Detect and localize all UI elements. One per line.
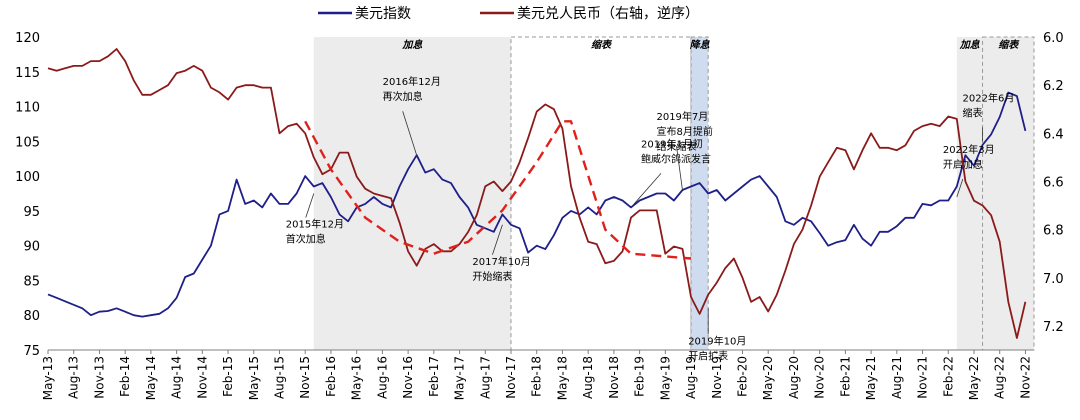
x-tick-6: Nov-14	[195, 356, 209, 399]
period-bands: 加息 缩表 降息 加息 缩表	[313, 36, 1035, 351]
y-right-tick-3: 6.6	[1043, 175, 1064, 190]
y-left-tick-9: 120	[15, 31, 40, 46]
x-tick-36: May-22	[967, 356, 981, 400]
x-tick-10: Nov-15	[298, 356, 312, 399]
x-tick-34: Nov-21	[916, 356, 930, 399]
x-tick-8: May-15	[247, 356, 261, 400]
annotation-pointer-a4	[630, 173, 662, 208]
legend-label-usd-cny: 美元兑人民币（右轴，逆序）	[517, 6, 699, 22]
x-tick-4: May-14	[144, 356, 158, 400]
annotation-a1-line-2: 首次加息	[286, 233, 326, 246]
y-left-tick-6: 105	[15, 135, 40, 150]
annotation-a4-line-2: 鲍威尔鸽派发言	[641, 152, 711, 165]
x-tick-38: Nov-22	[1018, 356, 1032, 399]
annotation-a8-line-1: 2022年6月	[963, 91, 1015, 104]
x-tick-35: Feb-22	[941, 356, 955, 397]
series-lines	[47, 48, 1027, 339]
usd-cny-line	[47, 48, 1027, 339]
trend-line	[304, 120, 692, 260]
y-left-tick-1: 80	[23, 309, 40, 324]
annotation-pointer-a5	[676, 145, 683, 191]
usd-index-line	[47, 91, 1027, 318]
annotation-pointer-a2	[402, 111, 418, 156]
x-tick-30: Nov-20	[813, 356, 827, 399]
y-right-tick-1: 6.2	[1043, 79, 1064, 94]
legend-label-usd-index: 美元指数	[355, 6, 411, 22]
y-left-tick-8: 115	[15, 66, 40, 81]
annotation-a8-line-2: 缩表	[963, 106, 983, 119]
x-tick-2: Nov-13	[92, 356, 106, 399]
y-right-tick-6: 7.2	[1043, 320, 1064, 335]
annotation-a3-line-2: 开始缩表	[472, 270, 512, 283]
annotation-a5-line-2: 宣布8月提前	[656, 125, 712, 138]
x-tick-19: Feb-18	[530, 356, 544, 397]
x-tick-15: Feb-17	[427, 356, 441, 397]
x-tick-25: Aug-19	[684, 356, 698, 399]
y-left-tick-5: 100	[15, 170, 40, 185]
annotation-pointer-a1	[305, 193, 315, 218]
band-label-1: 加息	[401, 39, 423, 51]
y-left-tick-4: 95	[23, 205, 40, 220]
x-tick-7: Feb-15	[221, 356, 235, 397]
x-tick-20: May-18	[555, 356, 569, 400]
annotation-a2-line-1: 2016年12月	[383, 75, 441, 88]
x-tick-23: Feb-19	[633, 356, 647, 397]
band-label-5: 缩表	[998, 39, 1020, 51]
x-tick-1: Aug-13	[67, 356, 81, 399]
x-tick-14: Nov-16	[401, 356, 415, 399]
x-tick-11: Feb-16	[324, 356, 338, 397]
annotation-pointer-a3	[492, 224, 503, 255]
x-tick-31: Feb-21	[838, 356, 852, 397]
x-tick-32: May-21	[864, 356, 878, 400]
annotation-a3-line-1: 2017年10月	[472, 255, 530, 268]
x-tick-26: Nov-19	[710, 356, 724, 399]
x-tick-37: Aug-22	[993, 356, 1007, 399]
annotation-a6-line-1: 2019年10月	[688, 334, 746, 347]
annotation-a7-line-2: 开启加息	[943, 158, 983, 171]
annotation-a4-line-1: 2019年1月初	[641, 137, 703, 150]
x-tick-21: Aug-18	[581, 356, 595, 399]
y-left-tick-2: 85	[23, 274, 40, 289]
x-tick-3: Feb-14	[118, 356, 132, 397]
y-right-tick-4: 6.8	[1043, 224, 1064, 239]
x-tick-16: May-17	[453, 356, 467, 400]
x-tick-33: Aug-21	[890, 356, 904, 399]
x-tick-29: Aug-20	[787, 356, 801, 399]
annotation-a6-line-2: 开启扩表	[688, 349, 728, 362]
x-tick-0: May-13	[41, 356, 55, 400]
x-tick-28: May-20	[761, 356, 775, 400]
annotation-a5-line-1: 2019年7月	[656, 110, 708, 123]
band-4	[956, 37, 983, 350]
x-tick-9: Aug-15	[272, 356, 286, 399]
y-left-tick-0: 75	[23, 344, 40, 359]
x-tick-13: Aug-16	[375, 356, 389, 399]
annotation-a2-line-2: 再次加息	[383, 90, 423, 103]
y-left-tick-7: 110	[15, 101, 40, 116]
x-tick-5: Aug-14	[170, 356, 184, 399]
x-tick-18: Nov-17	[504, 356, 518, 399]
band-label-3: 降息	[690, 39, 711, 51]
y-right-tick-5: 7.0	[1043, 272, 1064, 287]
x-tick-17: Aug-17	[478, 356, 492, 399]
x-tick-12: May-16	[350, 356, 364, 400]
y-right-tick-0: 6.0	[1043, 31, 1064, 46]
band-label-2: 缩表	[591, 39, 613, 51]
y-right-tick-2: 6.4	[1043, 127, 1064, 142]
x-tick-24: May-19	[658, 356, 672, 400]
y-left-tick-3: 90	[23, 240, 40, 255]
legend: 美元指数 美元兑人民币（右轴，逆序）	[318, 6, 699, 22]
annotation-a7-line-1: 2022年3月	[943, 143, 995, 156]
x-tick-27: Feb-20	[735, 356, 749, 397]
band-label-4: 加息	[959, 39, 981, 51]
annotation-a1-line-1: 2015年12月	[286, 218, 344, 231]
annotation-pointer-a7	[956, 178, 964, 198]
axes: 75 80 85 90 95 100 105 110 115 120 6.0 6.2 6.4 6.6 6.8…	[15, 31, 1064, 400]
x-tick-22: Nov-18	[607, 356, 621, 399]
annotation-a5-line-3: 结束缩表	[656, 140, 696, 153]
